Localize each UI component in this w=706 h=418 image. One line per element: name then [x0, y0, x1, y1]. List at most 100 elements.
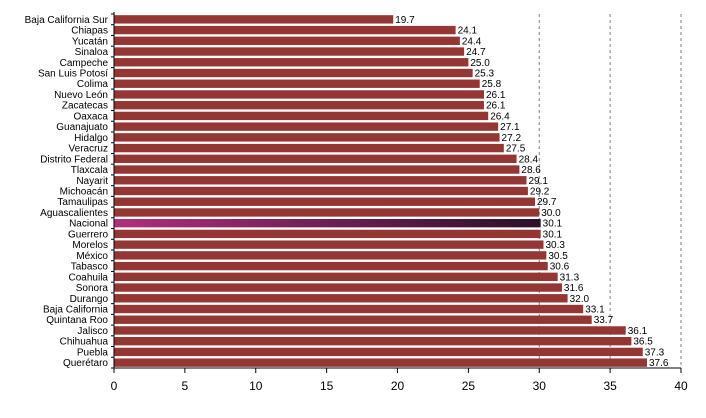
bar-25: [114, 283, 562, 292]
bar-30: [114, 336, 632, 346]
bar-18: [114, 208, 540, 217]
category-label-28: Quintana Roo: [46, 315, 108, 326]
x-tick-label-5: 25: [462, 379, 476, 393]
category-label-5: San Luis Potosí: [38, 69, 108, 80]
value-label-8: 26.1: [486, 101, 506, 112]
category-label-0: Baja California Sur: [25, 15, 109, 26]
bar-12: [114, 143, 504, 153]
category-label-17: Tamaulipas: [57, 197, 108, 208]
bar-31: [114, 347, 643, 357]
category-label-32: Querétaro: [63, 358, 108, 369]
category-label-1: Chiapas: [71, 26, 108, 37]
category-label-10: Guanajuato: [56, 122, 108, 133]
bar-28: [114, 315, 592, 324]
value-label-32: 37.6: [649, 358, 669, 369]
bar-11: [114, 133, 500, 142]
category-label-20: Guerrero: [68, 229, 108, 240]
bar-1: [114, 25, 456, 35]
bars: [114, 15, 647, 367]
bar-13: [114, 154, 517, 164]
category-label-15: Nayarit: [76, 176, 108, 187]
x-tick-label-8: 40: [674, 379, 688, 393]
bar-17: [114, 197, 535, 206]
value-label-23: 30.6: [550, 262, 570, 273]
value-label-21: 30.3: [546, 240, 566, 251]
x-tick-label-3: 15: [320, 379, 334, 393]
value-label-6: 25.8: [482, 79, 502, 90]
category-label-27: Baja California: [43, 305, 108, 316]
bar-24: [114, 272, 558, 282]
category-label-22: México: [76, 251, 108, 262]
category-label-30: Chihuahua: [60, 337, 109, 348]
value-label-3: 24.7: [466, 47, 486, 58]
value-label-18: 30.0: [541, 208, 561, 219]
x-tick-label-1: 5: [182, 379, 189, 393]
value-label-25: 31.6: [564, 283, 584, 294]
value-label-29: 36.1: [628, 326, 648, 337]
value-label-16: 29.2: [530, 187, 550, 198]
x-tick-label-2: 10: [249, 379, 263, 393]
category-label-4: Campeche: [60, 58, 109, 69]
category-label-31: Puebla: [77, 347, 109, 358]
category-label-9: Oaxaca: [74, 111, 109, 122]
x-tick-label-0: 0: [111, 379, 118, 393]
bar-4: [114, 58, 469, 67]
category-label-8: Zacatecas: [62, 101, 108, 112]
bar-9: [114, 111, 489, 121]
value-label-7: 26.1: [486, 90, 506, 101]
category-label-19: Nacional: [69, 219, 108, 230]
value-label-30: 36.5: [633, 337, 653, 348]
value-label-12: 27.5: [506, 144, 526, 155]
value-label-20: 30.1: [543, 229, 563, 240]
category-label-12: Veracruz: [69, 144, 108, 155]
bar-5: [114, 68, 473, 78]
bar-22: [114, 251, 547, 260]
x-tick-label-7: 35: [603, 379, 617, 393]
bar-23: [114, 261, 548, 271]
category-label-11: Hidalgo: [74, 133, 108, 144]
value-label-1: 24.1: [458, 26, 478, 37]
category-label-21: Morelos: [72, 240, 108, 251]
category-label-7: Nuevo León: [54, 90, 108, 101]
bar-26: [114, 294, 568, 303]
labels: Baja California Sur 19.7 Chiapas 24.1 Yucatá…: [25, 15, 669, 369]
value-label-17: 29.7: [537, 197, 557, 208]
category-label-13: Distrito Federal: [40, 154, 108, 165]
x-tick-label-4: 20: [391, 379, 405, 393]
category-label-6: Colima: [77, 79, 109, 90]
bar-6: [114, 79, 480, 88]
value-label-11: 27.2: [502, 133, 522, 144]
bar-14: [114, 165, 520, 174]
category-label-25: Sonora: [76, 283, 109, 294]
value-label-19: 30.1: [543, 219, 563, 230]
value-label-14: 28.6: [521, 165, 541, 176]
value-label-9: 26.4: [490, 111, 510, 122]
category-label-24: Coahuila: [69, 272, 109, 283]
value-label-4: 25.0: [470, 58, 490, 69]
category-label-14: Tlaxcala: [71, 165, 109, 176]
category-label-18: Aguascalientes: [40, 208, 108, 219]
value-label-5: 25.3: [475, 69, 495, 80]
category-label-26: Durango: [70, 294, 109, 305]
category-label-2: Yucatán: [72, 36, 108, 47]
value-label-2: 24.4: [462, 36, 482, 47]
bar-7: [114, 90, 484, 99]
bar-29: [114, 326, 626, 335]
category-label-16: Michoacán: [60, 187, 108, 198]
value-label-27: 33.1: [585, 305, 605, 316]
category-label-23: Tabasco: [71, 262, 109, 273]
value-label-26: 32.0: [570, 294, 590, 305]
value-label-31: 37.3: [645, 347, 665, 358]
bar-27: [114, 304, 584, 314]
bar-2: [114, 36, 460, 46]
axes: 0 5 10 15 20 25 30 35 40: [111, 12, 688, 393]
value-label-24: 31.3: [560, 272, 580, 283]
value-label-28: 33.7: [594, 315, 614, 326]
x-tick-label-6: 30: [533, 379, 547, 393]
bar-19: [114, 218, 541, 228]
value-label-22: 30.5: [548, 251, 568, 262]
value-label-15: 29.1: [528, 176, 548, 187]
category-label-29: Jalisco: [77, 326, 108, 337]
bar-0: [114, 15, 394, 24]
